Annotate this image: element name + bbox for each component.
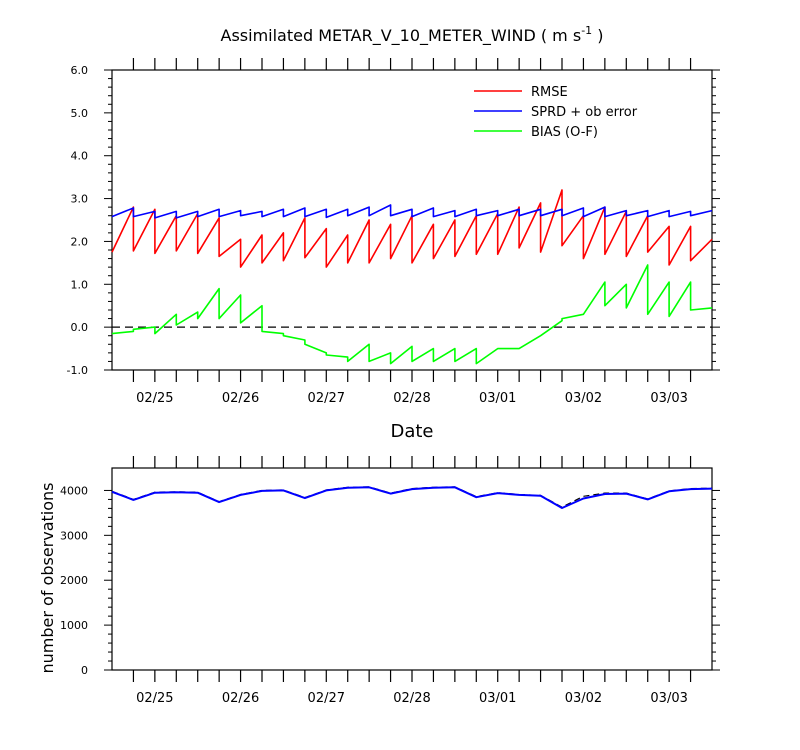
bottom-x-axis: 02/25 02/26 02/27 02/28 03/01 03/02 03/03 bbox=[132, 456, 692, 706]
x-tick-label: 03/02 bbox=[565, 691, 602, 706]
x-tick-label: 03/02 bbox=[565, 391, 602, 406]
x-tick-label: 02/25 bbox=[136, 391, 173, 406]
legend-item-bias: BIAS (O-F) bbox=[474, 125, 598, 140]
series-line-sprd-ob-error bbox=[111, 204, 713, 219]
y-tick-label: 3.0 bbox=[71, 193, 89, 206]
x-tick-label: 02/26 bbox=[222, 691, 259, 706]
legend-label-sprd: SPRD + ob error bbox=[531, 105, 638, 120]
y-tick-label: 4000 bbox=[60, 484, 88, 497]
series-line-bias-o-f bbox=[111, 264, 713, 365]
y-tick-label: 4.0 bbox=[71, 150, 89, 163]
y-tick-label: 0 bbox=[81, 664, 88, 677]
y-tick-label: -1.0 bbox=[67, 364, 88, 377]
y-tick-label: 2000 bbox=[60, 574, 88, 587]
legend-item-sprd: SPRD + ob error bbox=[474, 105, 638, 120]
y-tick-label: 2.0 bbox=[71, 235, 89, 248]
series-line-rmse bbox=[111, 189, 713, 268]
top-panel: -1.00.01.02.03.04.05.06.0 02/25 02/26 02/2… bbox=[67, 58, 720, 442]
x-tick-label: 02/25 bbox=[136, 691, 173, 706]
x-tick-label: 02/28 bbox=[393, 391, 430, 406]
top-series-group bbox=[111, 189, 713, 365]
x-tick-label: 03/01 bbox=[479, 691, 516, 706]
bottom-panel: 0 1000 2000 3000 4000 02/25 02/26 02/27 02/28 03… bbox=[38, 456, 720, 706]
bottom-y-axis: 0 1000 2000 3000 4000 bbox=[60, 484, 720, 677]
y-tick-label: 1.0 bbox=[71, 278, 89, 291]
top-x-axis: 02/25 02/26 02/27 02/28 03/01 03/02 03/03 bbox=[132, 58, 692, 406]
x-tick-label: 02/28 bbox=[393, 691, 430, 706]
bottom-plot-frame bbox=[111, 467, 713, 671]
legend-item-rmse: RMSE bbox=[474, 85, 568, 100]
x-tick-label: 02/27 bbox=[308, 691, 345, 706]
y-tick-label: 1000 bbox=[60, 619, 88, 632]
x-tick-label: 03/03 bbox=[650, 391, 687, 406]
y-tick-label: 6.0 bbox=[71, 64, 89, 77]
y-axis-label-observations: number of observations bbox=[38, 483, 57, 674]
obs-used-line bbox=[111, 486, 713, 509]
x-tick-label: 02/27 bbox=[308, 391, 345, 406]
y-tick-label: 5.0 bbox=[71, 107, 89, 120]
legend: RMSE SPRD + ob error BIAS (O-F) bbox=[474, 85, 638, 140]
bottom-series-group bbox=[111, 486, 713, 509]
x-tick-label: 03/03 bbox=[650, 691, 687, 706]
legend-label-bias: BIAS (O-F) bbox=[531, 125, 598, 140]
y-tick-label: 0.0 bbox=[71, 321, 89, 334]
legend-label-rmse: RMSE bbox=[531, 85, 568, 100]
y-tick-label: 3000 bbox=[60, 529, 88, 542]
x-tick-label: 03/01 bbox=[479, 391, 516, 406]
x-tick-label: 02/26 bbox=[222, 391, 259, 406]
x-axis-label: Date bbox=[390, 421, 433, 442]
top-y-axis: -1.0 0.0 1.0 2.0 3.0 4.0 5.0 6.0 bbox=[67, 64, 720, 377]
chart-title: Assimilated METAR_V_10_METER_WIND ( m s-… bbox=[221, 24, 604, 46]
